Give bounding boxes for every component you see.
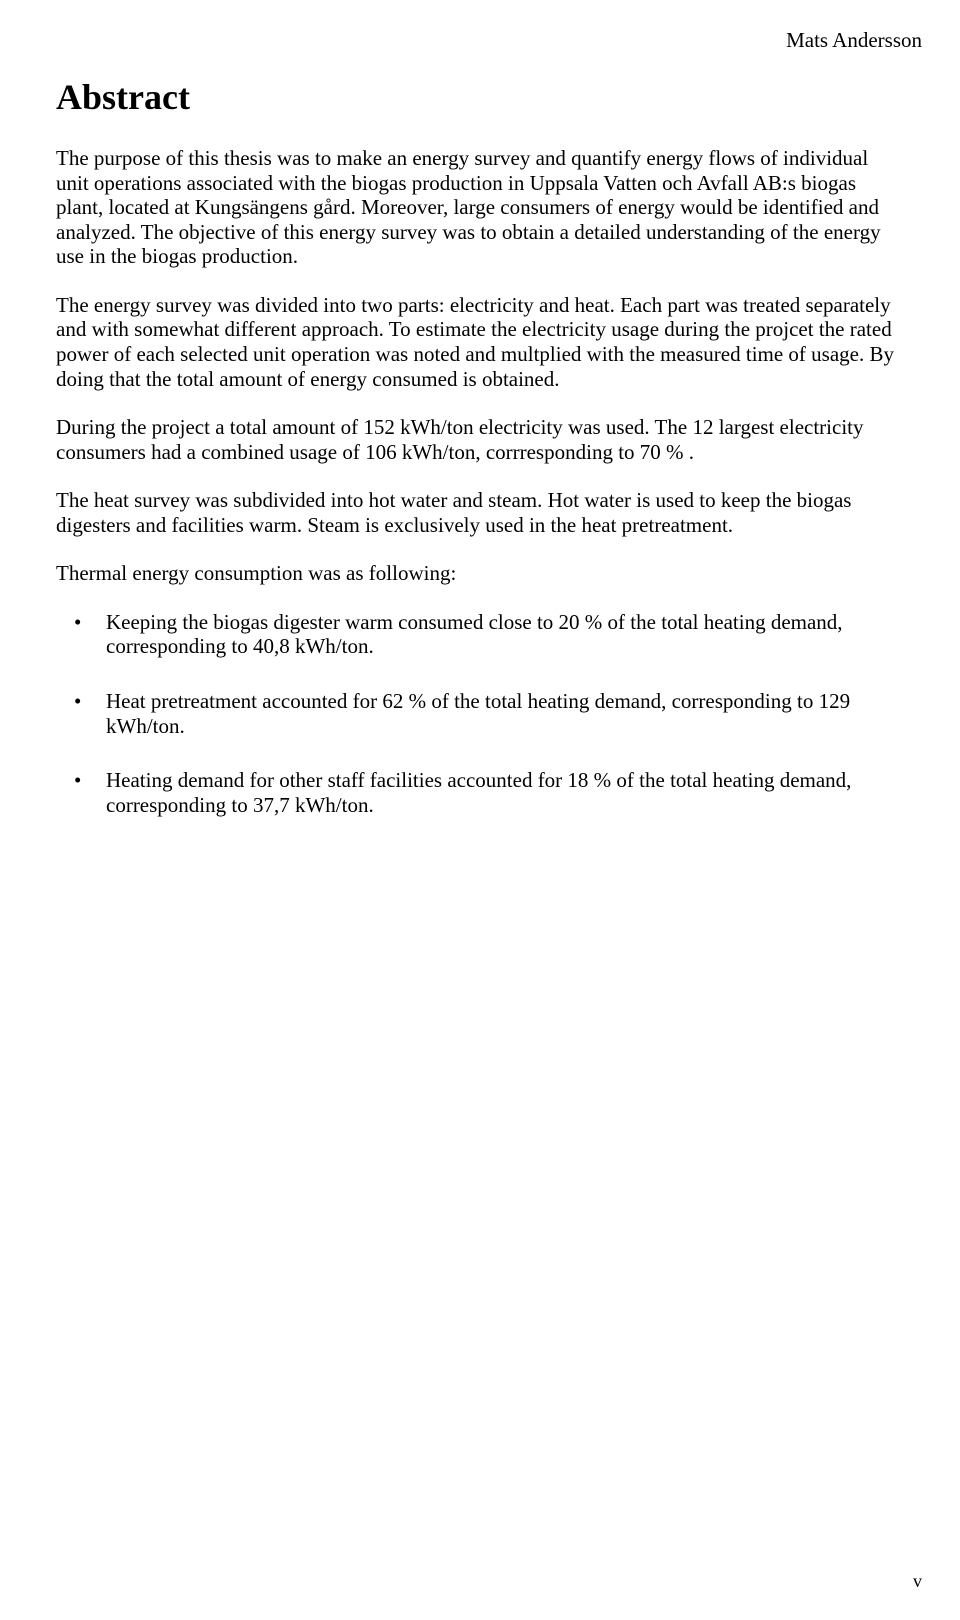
author-name: Mats Andersson xyxy=(786,28,922,53)
paragraph-2: The energy survey was divided into two p… xyxy=(56,293,904,391)
bullet-list: Keeping the biogas digester warm consume… xyxy=(56,610,904,817)
paragraph-3: During the project a total amount of 152… xyxy=(56,415,904,464)
paragraph-1: The purpose of this thesis was to make a… xyxy=(56,146,904,269)
bullet-item-1: Keeping the biogas digester warm consume… xyxy=(56,610,904,659)
paragraph-5: Thermal energy consumption was as follow… xyxy=(56,561,904,586)
paragraph-4: The heat survey was subdivided into hot … xyxy=(56,488,904,537)
abstract-heading: Abstract xyxy=(56,76,904,118)
bullet-item-3: Heating demand for other staff facilitie… xyxy=(56,768,904,817)
page-number: v xyxy=(913,1571,922,1592)
page: Mats Andersson Abstract The purpose of t… xyxy=(0,0,960,1620)
bullet-item-2: Heat pretreatment accounted for 62 % of … xyxy=(56,689,904,738)
